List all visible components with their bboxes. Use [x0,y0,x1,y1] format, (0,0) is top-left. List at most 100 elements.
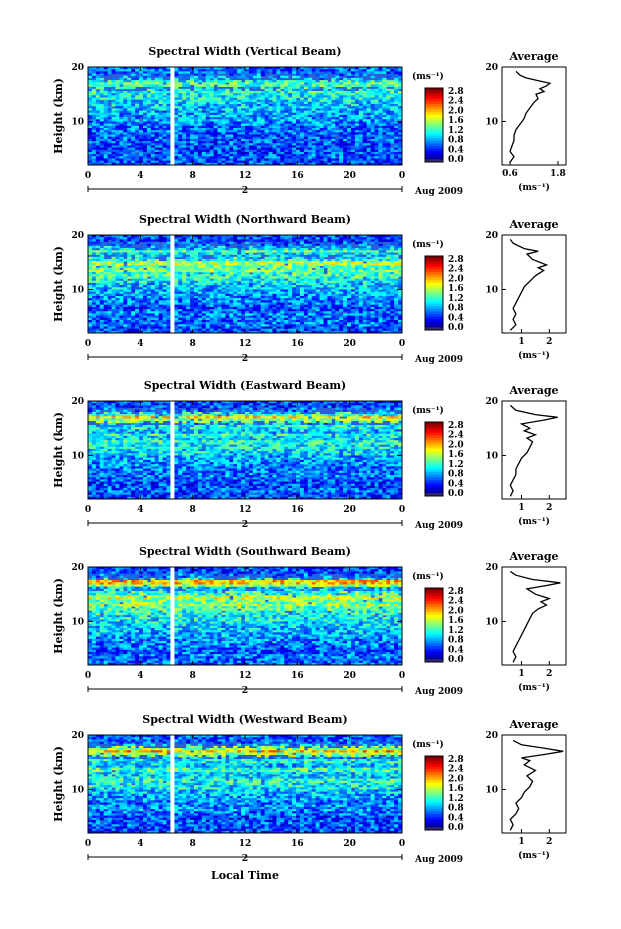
heatmap-cells [88,235,403,334]
colorbar-step [425,619,443,623]
colorbar-step [425,603,443,607]
average-profile-line [509,570,561,663]
colorbar-tick-label: 0.8 [448,136,464,146]
x-tick-label: 20 [343,171,356,181]
average-y-tick-label: 20 [485,731,498,741]
colorbar-step [425,482,443,486]
colorbar-step [425,464,443,468]
average-x-tick-label: 1 [518,669,524,679]
y-tick-label: 20 [71,231,84,241]
colorbar-tick-label: 2.4 [448,97,464,107]
colorbar-step [425,656,443,660]
average-x-tick-label: 2 [546,669,552,679]
colorbar-step [425,316,443,320]
colorbar-step [425,130,443,134]
average-y-tick-label: 20 [485,397,498,407]
colorbar-step [425,798,443,802]
colorbar-step [425,611,443,615]
colorbar-tick-label: 2.8 [448,255,464,265]
panel-title: Spectral Width (Southward Beam) [139,545,351,558]
y-axis-label: Height (km) [52,78,65,154]
average-x-tick-label: 1 [518,337,524,347]
x-tick-label: 0 [85,671,91,681]
colorbar-step [425,790,443,794]
colorbar-tick-label: 0.0 [448,823,464,833]
colorbar-step [425,779,443,783]
colorbar-step [425,598,443,602]
colorbar-step [425,625,443,629]
colorbar-tick-label: 0.0 [448,323,464,333]
colorbar-step [425,816,443,820]
colorbar-step [425,277,443,281]
colorbar-step [425,311,443,315]
heatmap-cells [88,735,403,834]
colorbar-step [425,282,443,286]
colorbar-step [425,785,443,789]
average-x-tick-label: 1.8 [550,169,566,179]
colorbar-step [425,601,443,605]
colorbar-step [425,474,443,478]
colorbar-step [425,303,443,307]
x-tick-label: 12 [239,671,252,681]
colorbar-step [425,793,443,797]
colorbar-step [425,269,443,273]
colorbar-tick-label: 2.4 [448,597,464,607]
colorbar-tick-label: 0.8 [448,804,464,814]
colorbar-step [425,122,443,126]
colorbar-tick-label: 1.2 [448,460,464,470]
colorbar-step [425,632,443,636]
colorbar-step [425,800,443,804]
y-axis-label: Height (km) [52,246,65,322]
colorbar-step [425,472,443,476]
colorbar-tick-label: 1.2 [448,626,464,636]
colorbar-unit: (ms⁻¹) [412,71,444,82]
colorbar-tick-label: 0.4 [448,813,464,823]
average-profile-line [509,239,549,331]
x-tick-label: 0 [399,505,405,515]
colorbar-step [425,774,443,778]
colorbar-step [425,138,443,142]
colorbar-step [425,638,443,642]
colorbar-step [425,290,443,294]
colorbar-tick-label: 0.4 [448,645,464,655]
colorbar-step [425,635,443,639]
average-x-tick-label: 2 [546,503,552,513]
y-axis-label: Height (km) [52,412,65,488]
colorbar-step [425,88,443,92]
colorbar-tick-label: 2.4 [448,431,464,441]
colorbar-unit: (ms⁻¹) [412,405,444,416]
colorbar-step [425,782,443,786]
colorbar-step [425,324,443,328]
colorbar-tick-label: 2.0 [448,774,464,784]
date-label: Aug 2009 [414,355,463,365]
heatmap-cells [88,67,403,166]
average-profile-line [509,739,564,831]
colorbar-step [425,771,443,775]
x-tick-label: 4 [137,671,143,681]
colorbar-step [425,648,443,652]
x-tick-label: 12 [239,505,252,515]
colorbar-step [425,453,443,457]
colorbar-tick-label: 2.8 [448,587,464,597]
colorbar-tick-label: 1.6 [448,784,464,794]
colorbar-tick-label: 1.6 [448,616,464,626]
y-tick-label: 20 [71,563,84,573]
colorbar-step [425,127,443,131]
date-label: Aug 2009 [414,687,463,697]
x-tick-label: 4 [137,171,143,181]
colorbar-step [425,643,443,647]
x-tick-label: 0 [85,339,91,349]
colorbar-step [425,95,443,99]
average-title: Average [508,550,558,563]
average-title: Average [508,384,558,397]
average-y-tick-label: 20 [485,63,498,73]
x-axis-label: Local Time [211,869,279,882]
colorbar-step [425,469,443,473]
colorbar-tick-label: 1.2 [448,794,464,804]
colorbar-unit: (ms⁻¹) [412,239,444,250]
average-y-tick-label: 10 [485,285,498,295]
colorbar-step [425,156,443,160]
y-tick-label: 10 [71,117,84,127]
panel-2: Spectral Width (Northward Beam)0 4 8 12 16 20… [52,213,567,365]
heatmap-cells [88,567,403,666]
